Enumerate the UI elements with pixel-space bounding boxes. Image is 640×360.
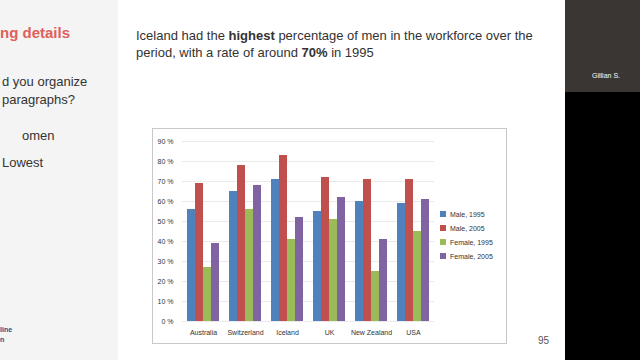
svg-text:USA: USA (406, 329, 421, 336)
html-text:paragraphs?: paragraphs? (2, 92, 75, 107)
svg-text:70 %: 70 % (158, 178, 174, 185)
html-text:ng details: ng details (0, 24, 70, 41)
svg-text:10 %: 10 % (158, 298, 174, 305)
svg-text:Iceland: Iceland (276, 329, 299, 336)
html-text:95: 95 (538, 335, 550, 346)
svg-text:20 %: 20 % (158, 278, 174, 285)
html-text:line: line (0, 326, 13, 333)
html-text:n: n (0, 336, 5, 343)
svg-text:50 %: 50 % (158, 218, 174, 225)
html-text:Male, 2005: Male, 2005 (450, 224, 485, 232)
html-text:Iceland had the highest percen: Iceland had the highest percentage of me… (136, 28, 533, 60)
svg-text:40 %: 40 % (158, 238, 174, 245)
svg-text:0 %: 0 % (161, 318, 173, 325)
html-text:d you organize: d you organize (2, 74, 88, 89)
html-text:omen: omen (22, 128, 55, 143)
svg-text:90 %: 90 % (158, 138, 174, 145)
svg-text:Australia: Australia (190, 329, 217, 336)
html-text:Lowest: Lowest (2, 155, 44, 170)
svg-text:80 %: 80 % (158, 158, 174, 165)
svg-text:UK: UK (325, 329, 335, 336)
svg-text:New Zealand: New Zealand (351, 329, 392, 336)
svg-text:Switzerland: Switzerland (227, 329, 263, 336)
html-text:Male, 1995: Male, 1995 (450, 210, 485, 218)
svg-text:30 %: 30 % (158, 258, 174, 265)
html-text:Female, 1995: Female, 1995 (450, 238, 493, 246)
html-text:Gillian S.: Gillian S. (592, 72, 620, 79)
svg-text:60 %: 60 % (158, 198, 174, 205)
html-text:Female, 2005: Female, 2005 (450, 252, 493, 260)
